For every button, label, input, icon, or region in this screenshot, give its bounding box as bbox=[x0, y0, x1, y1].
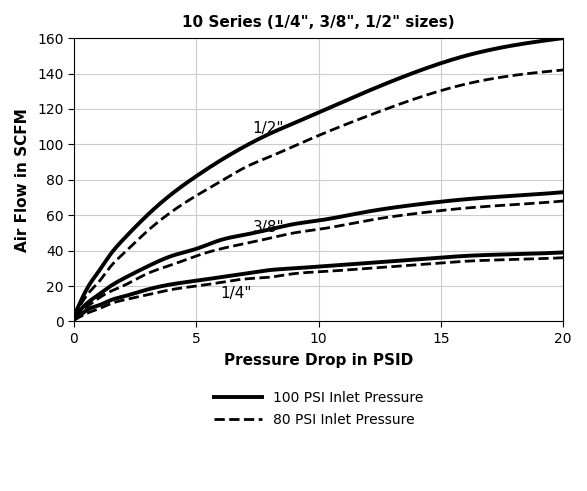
Y-axis label: Air Flow in SCFM: Air Flow in SCFM bbox=[15, 108, 30, 252]
Title: 10 Series (1/4", 3/8", 1/2" sizes): 10 Series (1/4", 3/8", 1/2" sizes) bbox=[182, 15, 455, 30]
Text: 1/2": 1/2" bbox=[252, 121, 284, 136]
Text: 1/4": 1/4" bbox=[221, 286, 252, 300]
Text: 3/8": 3/8" bbox=[252, 220, 284, 235]
X-axis label: Pressure Drop in PSID: Pressure Drop in PSID bbox=[224, 353, 413, 368]
Legend: 100 PSI Inlet Pressure, 80 PSI Inlet Pressure: 100 PSI Inlet Pressure, 80 PSI Inlet Pre… bbox=[208, 385, 429, 433]
